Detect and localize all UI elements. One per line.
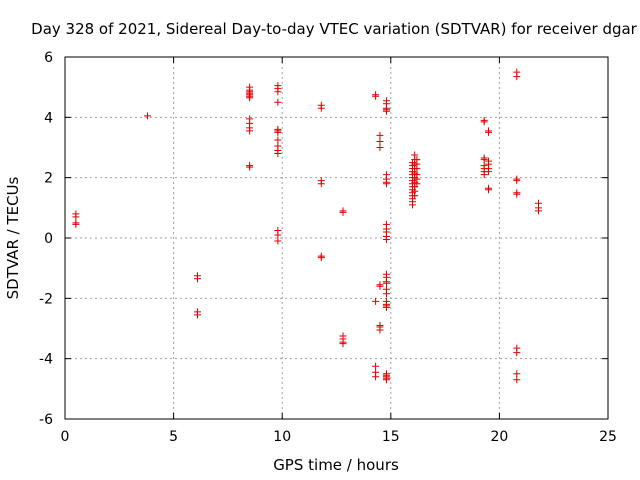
data-point xyxy=(485,168,493,176)
y-tick-label: -2 xyxy=(39,291,53,307)
data-point xyxy=(480,156,488,164)
data-point xyxy=(409,201,417,209)
data-point xyxy=(274,150,282,158)
data-points xyxy=(72,68,542,384)
data-point xyxy=(246,127,254,135)
data-point xyxy=(72,213,80,221)
data-point xyxy=(485,128,493,136)
data-point xyxy=(339,340,347,348)
data-point xyxy=(376,282,384,290)
data-point xyxy=(382,279,390,287)
data-point xyxy=(372,362,380,370)
data-point xyxy=(513,177,521,185)
tick-labels: 0 5 10 15 20 25 -6 -4 -2 0 2 4 6 xyxy=(39,50,617,445)
x-tick-label: 20 xyxy=(490,429,508,445)
data-point xyxy=(534,207,542,215)
y-axis-label: SDTVAR / TECUs xyxy=(4,176,22,299)
data-point xyxy=(376,131,384,139)
data-point xyxy=(411,192,419,200)
x-tick-label: 15 xyxy=(382,429,400,445)
grid-lines xyxy=(64,56,609,420)
data-point xyxy=(480,118,488,126)
y-tick-label: -4 xyxy=(39,352,53,368)
data-point xyxy=(193,275,201,283)
data-point xyxy=(382,107,390,115)
data-point xyxy=(376,137,384,145)
data-point xyxy=(413,165,421,173)
y-tick-label: 2 xyxy=(44,171,53,187)
data-point xyxy=(382,376,390,384)
data-point xyxy=(513,370,521,378)
data-point xyxy=(382,290,390,298)
data-point xyxy=(513,349,521,357)
data-point xyxy=(193,311,201,319)
data-point xyxy=(274,231,282,239)
data-point xyxy=(274,128,282,136)
data-point xyxy=(246,163,254,171)
data-point xyxy=(413,180,421,188)
data-point xyxy=(513,73,521,81)
data-point xyxy=(485,186,493,194)
data-point xyxy=(72,220,80,228)
data-point xyxy=(317,180,325,188)
x-axis-label: GPS time / hours xyxy=(273,456,399,474)
data-point xyxy=(317,254,325,262)
data-point xyxy=(317,104,325,112)
data-point xyxy=(376,144,384,151)
y-tick-label: 0 xyxy=(44,231,53,247)
data-point xyxy=(382,303,390,311)
x-tick-label: 5 xyxy=(169,429,178,445)
x-tick-label: 0 xyxy=(61,429,70,445)
data-point xyxy=(513,376,521,384)
data-point xyxy=(480,171,488,179)
data-point xyxy=(372,92,380,100)
y-tick-label: 6 xyxy=(44,50,53,66)
data-point xyxy=(246,94,254,102)
data-point xyxy=(513,190,521,198)
data-point xyxy=(339,208,347,216)
y-tick-label: -6 xyxy=(39,412,53,428)
data-point xyxy=(274,98,282,106)
data-point xyxy=(274,88,282,96)
data-point xyxy=(372,297,380,305)
data-point xyxy=(274,237,282,245)
data-point xyxy=(144,112,152,120)
y-tick-label: 4 xyxy=(44,110,53,126)
x-tick-label: 25 xyxy=(599,429,617,445)
x-tick-label: 10 xyxy=(273,429,291,445)
data-point xyxy=(376,326,384,334)
plot-frame xyxy=(64,56,609,420)
data-point xyxy=(372,373,380,381)
chart-title: Day 328 of 2021, Sidereal Day-to-day VTE… xyxy=(31,20,638,38)
data-point xyxy=(274,136,282,144)
data-point xyxy=(382,236,390,244)
data-point xyxy=(382,180,390,188)
